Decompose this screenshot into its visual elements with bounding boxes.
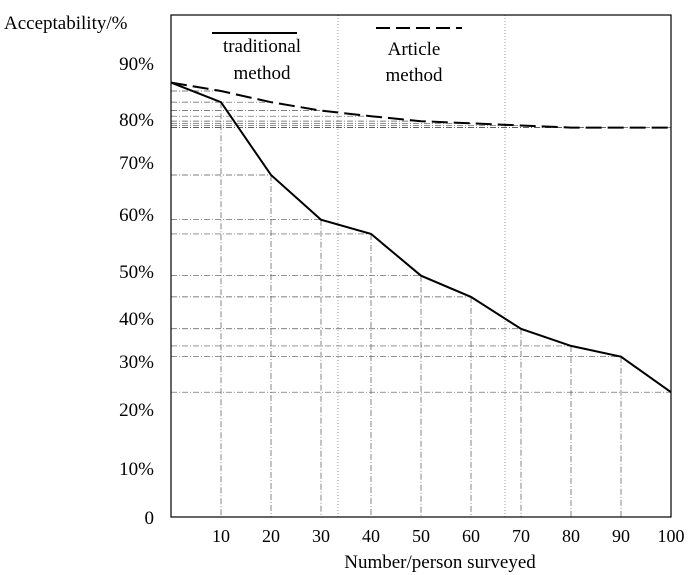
x-tick-label: 50 — [412, 526, 430, 546]
y-tick-label: 90% — [119, 54, 154, 75]
plot-frame — [170, 14, 672, 518]
x-tick-label: 60 — [462, 526, 480, 546]
y-tick-label: 20% — [119, 400, 154, 421]
y-tick-label: 50% — [119, 262, 154, 283]
y-tick-label: 60% — [119, 205, 154, 226]
series-line-traditional — [170, 81, 672, 394]
y-tick-label: 10% — [119, 459, 154, 480]
x-tick-label: 100 — [658, 526, 685, 546]
legend-label-traditional-line2: method — [234, 63, 291, 84]
x-axis-label: Number/person surveyed — [344, 552, 536, 573]
x-tick-label: 80 — [562, 526, 580, 546]
y-axis-label: Acceptability/% — [4, 13, 128, 34]
x-tick-labels: 10 20 30 40 50 60 70 80 90 100 — [212, 526, 685, 546]
series-line-article — [170, 81, 671, 129]
legend-label-traditional-line1: traditional — [223, 36, 301, 57]
x-tick-label: 20 — [262, 526, 280, 546]
y-tick-label: 80% — [119, 110, 154, 131]
x-tick-label: 40 — [362, 526, 380, 546]
y-tick-label: 70% — [119, 153, 154, 174]
grid-lines — [171, 15, 672, 517]
y-tick-label: 30% — [119, 352, 154, 373]
legend-label-article-line2: method — [386, 65, 443, 86]
x-tick-label: 90 — [612, 526, 630, 546]
y-tick-label: 40% — [119, 309, 154, 330]
x-tick-label: 70 — [512, 526, 530, 546]
series-layer — [170, 81, 672, 394]
y-tick-labels: 0 10% 20% 30% 40% 50% 60% 70% 80% 90% — [119, 54, 154, 529]
legend: traditional method Article method — [212, 27, 462, 86]
y-tick-label: 0 — [145, 508, 155, 529]
legend-label-article-line1: Article — [388, 39, 441, 60]
x-tick-label: 10 — [212, 526, 230, 546]
x-tick-label: 30 — [312, 526, 330, 546]
